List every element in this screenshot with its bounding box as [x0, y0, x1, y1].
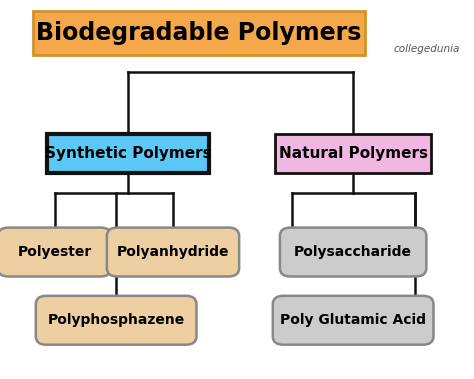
- FancyBboxPatch shape: [36, 296, 196, 345]
- Text: Natural Polymers: Natural Polymers: [279, 146, 428, 161]
- Text: Polyester: Polyester: [18, 245, 91, 259]
- Text: Synthetic Polymers: Synthetic Polymers: [45, 146, 211, 161]
- FancyBboxPatch shape: [273, 296, 433, 345]
- Text: Biodegradable Polymers: Biodegradable Polymers: [36, 21, 362, 45]
- Text: collegedunia: collegedunia: [393, 44, 460, 54]
- FancyBboxPatch shape: [47, 134, 209, 174]
- FancyBboxPatch shape: [0, 227, 111, 277]
- Text: Polysaccharide: Polysaccharide: [294, 245, 412, 259]
- Text: Polyphosphazene: Polyphosphazene: [47, 313, 185, 327]
- FancyBboxPatch shape: [33, 11, 365, 55]
- FancyBboxPatch shape: [107, 227, 239, 277]
- FancyBboxPatch shape: [280, 227, 427, 277]
- Text: Poly Glutamic Acid: Poly Glutamic Acid: [280, 313, 426, 327]
- FancyBboxPatch shape: [275, 134, 431, 174]
- Text: Polyanhydride: Polyanhydride: [117, 245, 229, 259]
